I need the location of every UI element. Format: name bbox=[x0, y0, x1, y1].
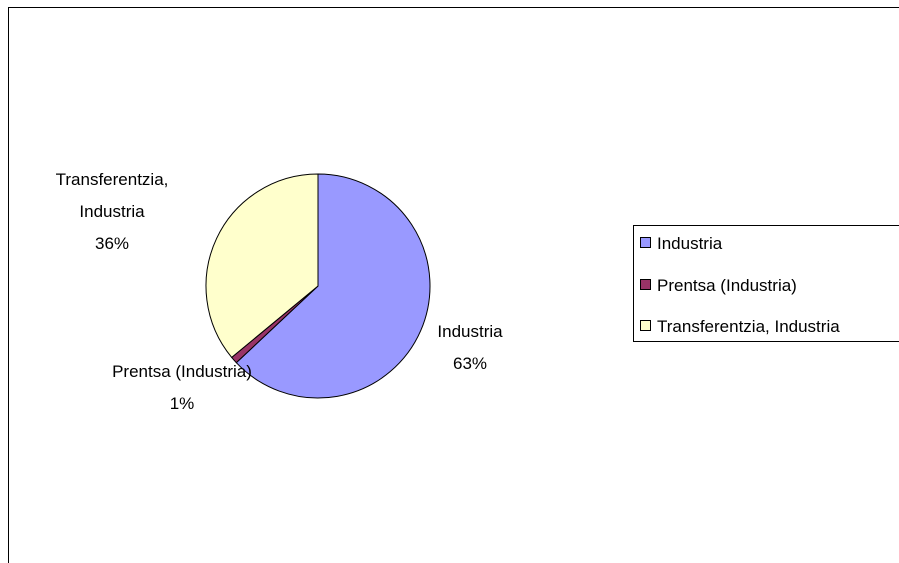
legend-item: Transferentzia, Industria bbox=[640, 317, 840, 337]
legend-swatch bbox=[640, 237, 651, 248]
legend-label: Transferentzia, Industria bbox=[657, 317, 840, 336]
pie-slice bbox=[205, 173, 319, 359]
data-label: Transferentzia, Industria 36% bbox=[32, 164, 192, 260]
data-label-value: 63% bbox=[452, 354, 488, 373]
legend-label: Prentsa (Industria) bbox=[657, 275, 797, 295]
legend-label: Industria bbox=[657, 234, 723, 253]
data-label-name: Transferentzia, Industria bbox=[55, 170, 169, 221]
legend-swatch bbox=[640, 320, 651, 331]
legend-swatch bbox=[640, 278, 651, 290]
legend-item: Prentsa (Industria) bbox=[640, 276, 797, 296]
pie-slice bbox=[235, 173, 431, 399]
data-label-name: Industria bbox=[437, 322, 503, 341]
data-label-name: Prentsa (Industria) bbox=[112, 362, 252, 381]
data-label-value: 36% bbox=[94, 234, 130, 253]
legend: Industria Prentsa (Industria) Transferentz… bbox=[633, 225, 899, 342]
chart-frame bbox=[8, 7, 899, 563]
legend-item: Industria bbox=[640, 234, 722, 254]
data-label-value: 1% bbox=[169, 394, 195, 413]
data-label: Prentsa (Industria) 1% bbox=[102, 356, 262, 420]
data-label: Industria 63% bbox=[390, 316, 550, 380]
